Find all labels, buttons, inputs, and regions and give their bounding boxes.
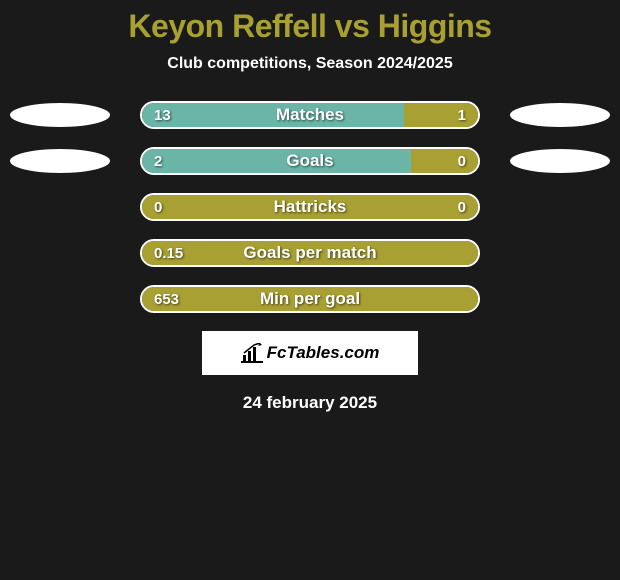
logo: FcTables.com xyxy=(241,343,380,363)
logo-text: FcTables.com xyxy=(267,343,380,363)
metric-label: Goals per match xyxy=(142,241,478,265)
metric-row: 20Goals xyxy=(0,147,620,175)
metric-row: 0.15Goals per match xyxy=(0,239,620,267)
player-left-ellipse xyxy=(10,103,110,127)
metric-label: Goals xyxy=(142,149,478,173)
metric-rows: 131Matches 20Goals 00Hattricks 0.15Goals pe… xyxy=(0,101,620,313)
metric-row: 00Hattricks xyxy=(0,193,620,221)
metric-bar: 00Hattricks xyxy=(140,193,480,221)
metric-row: 131Matches xyxy=(0,101,620,129)
metric-label: Matches xyxy=(142,103,478,127)
metric-bar: 653Min per goal xyxy=(140,285,480,313)
player-right-ellipse xyxy=(510,103,610,127)
page-title: Keyon Reffell vs Higgins xyxy=(0,0,620,55)
metric-row: 653Min per goal xyxy=(0,285,620,313)
comparison-infographic: Keyon Reffell vs Higgins Club competitio… xyxy=(0,0,620,413)
metric-label: Min per goal xyxy=(142,287,478,311)
logo-box: FcTables.com xyxy=(202,331,418,375)
player-right-ellipse xyxy=(510,149,610,173)
player-left-ellipse xyxy=(10,149,110,173)
metric-bar: 0.15Goals per match xyxy=(140,239,480,267)
subtitle: Club competitions, Season 2024/2025 xyxy=(0,55,620,101)
date-label: 24 february 2025 xyxy=(0,393,620,413)
chart-icon xyxy=(241,343,263,363)
metric-label: Hattricks xyxy=(142,195,478,219)
metric-bar: 20Goals xyxy=(140,147,480,175)
metric-bar: 131Matches xyxy=(140,101,480,129)
